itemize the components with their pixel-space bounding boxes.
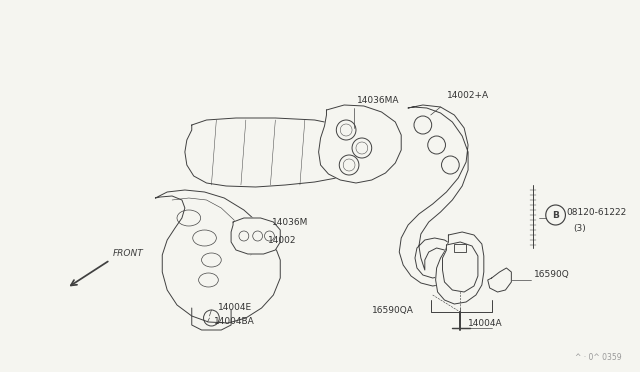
Text: (3): (3): [573, 224, 586, 232]
Text: 14004BA: 14004BA: [214, 317, 255, 327]
Polygon shape: [231, 218, 280, 254]
Text: 14004A: 14004A: [468, 318, 502, 327]
Text: B: B: [552, 211, 559, 219]
Text: 16590Q: 16590Q: [534, 270, 570, 279]
Text: 16590QA: 16590QA: [372, 305, 413, 314]
Text: ^ · 0^ 0359: ^ · 0^ 0359: [575, 353, 621, 362]
Text: 14036M: 14036M: [273, 218, 308, 227]
Polygon shape: [156, 190, 280, 323]
Polygon shape: [319, 105, 401, 183]
Text: 14002+A: 14002+A: [447, 90, 490, 99]
Polygon shape: [185, 118, 366, 187]
Text: FRONT: FRONT: [113, 249, 144, 258]
Text: 14036MA: 14036MA: [357, 96, 399, 105]
Text: 14004E: 14004E: [218, 304, 252, 312]
Polygon shape: [436, 232, 484, 304]
Polygon shape: [399, 105, 468, 286]
Bar: [454, 244, 466, 252]
Polygon shape: [442, 242, 478, 292]
Text: 14002: 14002: [268, 235, 296, 244]
Text: 08120-61222: 08120-61222: [566, 208, 627, 217]
Polygon shape: [488, 268, 511, 292]
